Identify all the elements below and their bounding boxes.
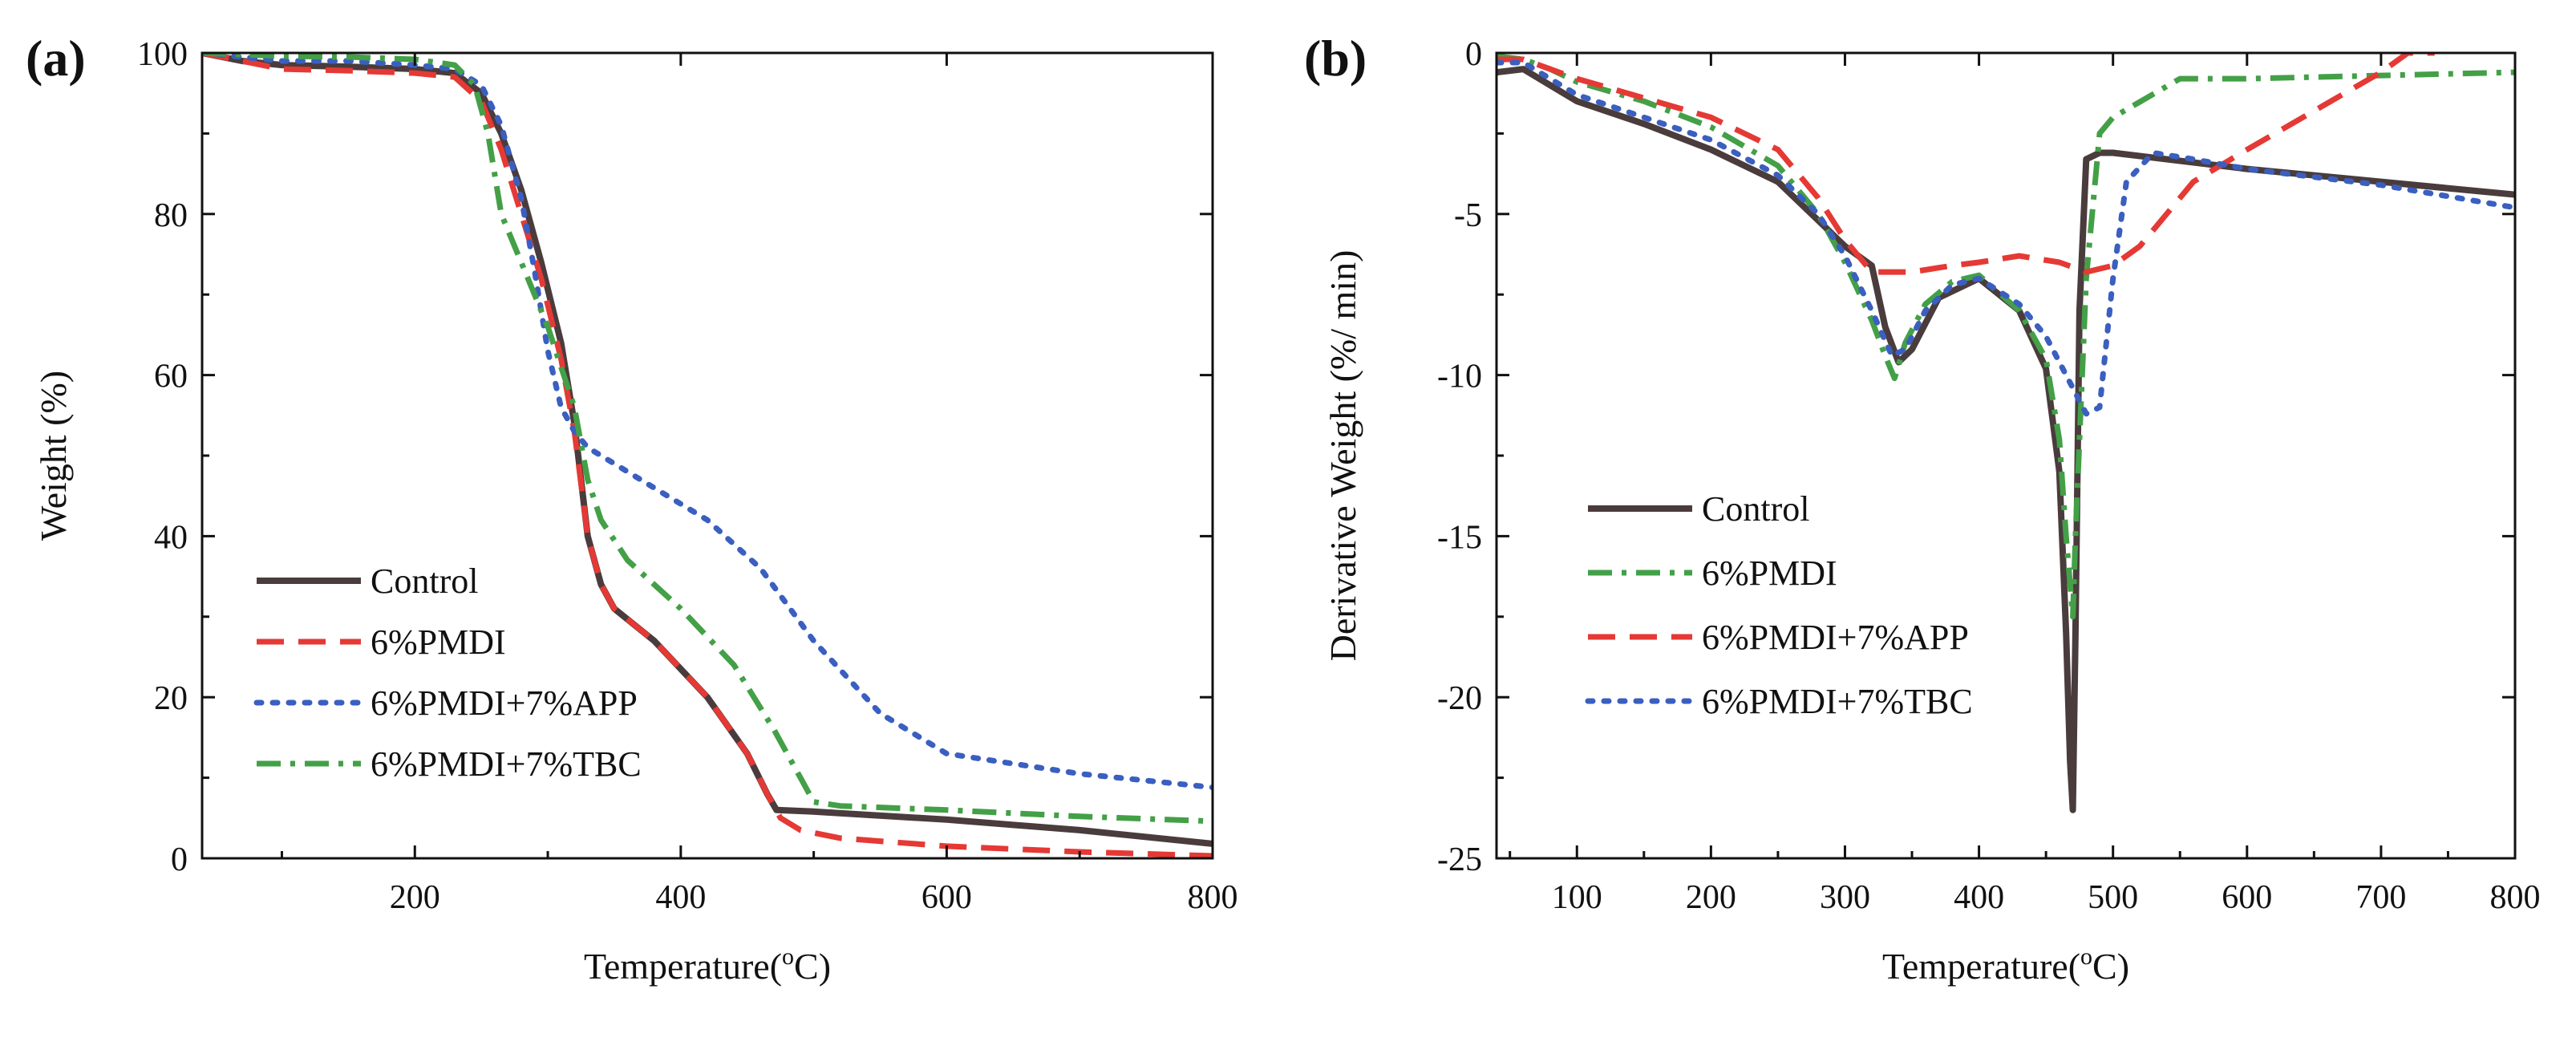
x-tick-label: 800 (2490, 879, 2541, 916)
x-tick-label: 800 (1188, 879, 1238, 916)
y-tick-label: 0 (1465, 36, 1482, 73)
y-tick-label: -25 (1437, 841, 1482, 878)
y-tick-label: -20 (1437, 680, 1482, 717)
x-tick-label: 500 (2088, 879, 2138, 916)
legend-label: 6%PMDI (371, 622, 506, 662)
x-tick-label: 400 (1954, 879, 2004, 916)
series-line-control (202, 53, 1213, 847)
legend-label: Control (1702, 489, 1809, 529)
legend: Control 6%PMDI 6%PMDI+7%APP 6%PMDI+7%TBC (1585, 489, 1973, 721)
y-tick-label: 60 (154, 359, 188, 395)
series-line-6-pmdi (1497, 53, 2515, 620)
legend-label: 6%PMDI+7%TBC (371, 744, 642, 784)
chart-panel-b: 100 200 300 400 500 600 700 800 0 -5 -10 -15 -20 -25 T… (1304, 30, 2541, 987)
legend: Control 6%PMDI 6%PMDI+7%APP 6%PMDI+7%TBC (253, 561, 642, 784)
y-tick-label: -5 (1454, 197, 1482, 234)
series-line-6-pmdi-7-app (202, 53, 1213, 791)
y-tick-label: 40 (154, 519, 188, 556)
x-tick-label: 600 (2222, 879, 2272, 916)
legend-label: 6%PMDI (1702, 553, 1837, 593)
y-tick-label: -10 (1437, 359, 1482, 395)
y-tick-label: 20 (154, 680, 188, 717)
series-line-6-pmdi-7-tbc (1497, 59, 2515, 417)
legend-label: 6%PMDI+7%TBC (1702, 682, 1973, 721)
legend-label: Control (371, 561, 478, 601)
panel-label: (b) (1304, 30, 1367, 87)
x-axis-label: Temperature(oC) (584, 943, 831, 987)
y-axis-label: Derivative Weight (%/ min) (1322, 250, 1363, 662)
y-tick-label: 80 (154, 197, 188, 234)
x-tick-label: 400 (655, 879, 706, 916)
legend-label: 6%PMDI+7%APP (1702, 618, 1969, 657)
series-line-6-pmdi-7-app (1497, 53, 2435, 275)
x-tick-label: 300 (1820, 879, 1870, 916)
plot-frame (1495, 51, 2517, 860)
x-tick-label: 100 (1552, 879, 1602, 916)
x-axis-label: Temperature(oC) (1882, 943, 2129, 987)
series-line-6-pmdi (202, 53, 1213, 858)
x-tick-label: 200 (1686, 879, 1736, 916)
chart-panel-a: 200 400 600 800 0 20 40 60 80 100 Temperature(oC) W… (26, 30, 1238, 987)
plot-frame (200, 51, 1214, 860)
y-tick-label: 0 (171, 841, 188, 878)
y-tick-label: -15 (1437, 519, 1482, 556)
y-tick-label: 100 (137, 36, 188, 73)
x-tick-label: 600 (921, 879, 972, 916)
series-line-6-pmdi-7-tbc (202, 53, 1213, 825)
legend-label: 6%PMDI+7%APP (371, 683, 638, 723)
y-axis-label: Weight (%) (33, 371, 74, 541)
panel-label: (a) (26, 30, 86, 87)
x-tick-label: 700 (2355, 879, 2406, 916)
x-tick-label: 200 (390, 879, 440, 916)
